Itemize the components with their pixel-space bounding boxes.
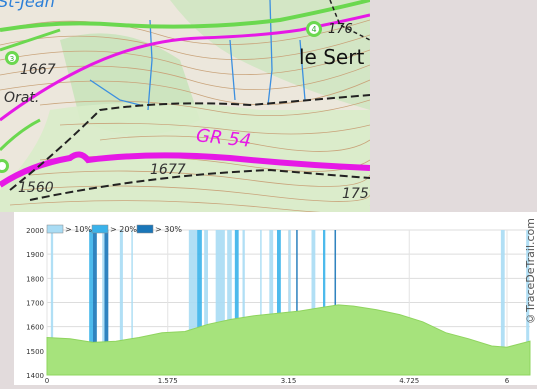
steepness-bar: [50, 230, 54, 375]
y-tick-label: 1500: [26, 348, 44, 356]
x-tick-label: 1.575: [158, 377, 178, 385]
map-canvas[interactable]: 3 4: [0, 0, 370, 212]
steepness-bar: [104, 230, 109, 375]
legend-label: > 10%: [65, 225, 92, 234]
steepness-bar: [311, 230, 316, 375]
y-tick-label: 1900: [26, 251, 44, 259]
y-tick-label: 1700: [26, 300, 44, 308]
x-tick-label: 0: [45, 377, 49, 385]
waypoint-4-label: 4: [311, 25, 316, 34]
steepness-bar: [215, 230, 225, 375]
trail-green-north[interactable]: [0, 0, 370, 32]
trail-green-west[interactable]: [0, 118, 41, 152]
steepness-bar: [288, 230, 291, 375]
x-tick-label: 6: [505, 377, 510, 385]
left-margin-strip: [0, 212, 14, 385]
map-label-elevation-1677: 1677: [150, 162, 186, 178]
steepness-bar: [227, 230, 232, 375]
map-label-orat: Orat.: [4, 90, 40, 106]
x-tick-label: 3.15: [281, 377, 297, 385]
x-tick-label: 4.725: [399, 377, 419, 385]
footpath[interactable]: [9, 94, 370, 191]
footpath[interactable]: [329, 0, 370, 41]
steepness-bar: [197, 230, 202, 375]
streams: [89, 0, 306, 111]
legend-label: > 20%: [110, 225, 137, 234]
contour-lines: [0, 19, 370, 212]
waypoint-3-label: 3: [10, 55, 14, 63]
y-tick-label: 1400: [26, 372, 44, 380]
map-label-elevation-1667: 1667: [20, 62, 56, 78]
route-gr54[interactable]: [0, 151, 370, 188]
steepness-bar: [93, 230, 97, 375]
steepness-bars: [50, 230, 530, 375]
waypoint-2-marker[interactable]: [0, 159, 9, 173]
steepness-bar: [234, 230, 239, 375]
steepness-bar: [119, 230, 123, 375]
y-axis-ticks: 1400 1500 1600 1700 1800 1900 2000: [26, 227, 44, 380]
y-tick-label: 1800: [26, 275, 44, 283]
steepness-bar: [526, 230, 530, 375]
steepness-bar: [188, 230, 199, 375]
y-tick-label: 1600: [26, 324, 44, 332]
legend-swatch: [91, 224, 109, 234]
trail-green-spur[interactable]: [0, 28, 61, 52]
steepness-bar: [260, 230, 262, 375]
waypoint-4-marker[interactable]: 4: [306, 21, 322, 37]
steepness-bar: [131, 230, 133, 375]
steepness-bar: [323, 230, 326, 375]
elevation-area[interactable]: [46, 304, 531, 376]
elevation-profile[interactable]: 1400 1500 1600 1700 1800 1900 2000 0 1.575 3.15 4…: [0, 212, 537, 385]
map-label-elevation-175: 175: [342, 186, 369, 202]
map-label-elevation-1560: 1560: [18, 180, 54, 196]
map-label-st-jean: St-Jean: [0, 0, 55, 11]
steepness-bar: [89, 230, 93, 375]
elevation-chart[interactable]: 1400 1500 1600 1700 1800 1900 2000 0 1.575 3.15 4…: [0, 212, 537, 385]
topo-map[interactable]: 3 4 St-Jean 1667 Orat. GR 54 1677 1560 1…: [0, 0, 370, 212]
steepness-bar: [204, 230, 208, 375]
legend-swatch: [46, 224, 64, 234]
steepness-bar: [242, 230, 245, 375]
y-tick-label: 2000: [26, 227, 44, 235]
map-label-le-sert: le Sert: [299, 45, 365, 69]
steepness-bar: [277, 230, 281, 375]
steepness-bar: [334, 230, 337, 375]
x-axis-ticks: 0 1.575 3.15 4.725 6: [45, 377, 510, 385]
legend-label: > 30%: [155, 225, 182, 234]
map-label-elevation-176: 176: [328, 22, 353, 37]
steepness-bar: [102, 230, 106, 375]
steepness-bar: [500, 230, 505, 375]
steepness-bar: [296, 230, 298, 375]
trace-de-trail-watermark: ©TraceDeTrail.com: [524, 218, 537, 325]
chart-legend: > 10% > 20% > 30%: [46, 224, 182, 234]
steepness-bar: [269, 230, 274, 375]
legend-swatch: [136, 224, 154, 234]
waypoint-3-marker[interactable]: 3: [5, 51, 19, 65]
footpath[interactable]: [29, 168, 370, 201]
